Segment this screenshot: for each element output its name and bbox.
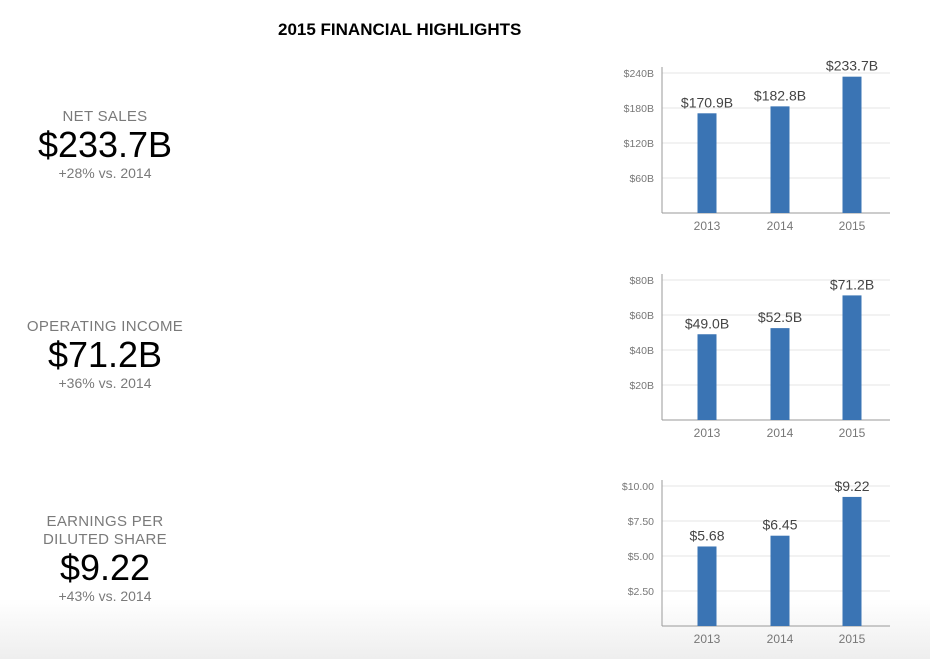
metric-net-sales: NET SALES $233.7B +28% vs. 2014 — [0, 108, 210, 182]
data-label: $49.0B — [685, 315, 729, 331]
metric-value: $233.7B — [37, 124, 173, 165]
data-label: $233.7B — [826, 58, 878, 74]
y-tick-label: $20B — [629, 380, 654, 392]
y-tick-label: $60B — [629, 173, 654, 185]
bar-2015 — [842, 76, 862, 213]
y-tick-label: $40B — [629, 345, 654, 357]
bar-2015 — [842, 295, 862, 420]
y-tick-label: $10.00 — [622, 481, 654, 493]
data-label: $52.5B — [758, 309, 802, 325]
y-tick-label: $7.50 — [628, 516, 654, 528]
data-label: $170.9B — [681, 94, 733, 110]
x-tick-label: 2015 — [839, 632, 866, 646]
x-tick-label: 2013 — [694, 426, 721, 440]
data-label: $9.22 — [834, 478, 869, 494]
x-tick-label: 2014 — [767, 632, 794, 646]
y-tick-label: $240B — [624, 68, 654, 80]
bar-2015 — [842, 496, 862, 626]
y-tick-label: $180B — [624, 103, 654, 115]
bar-2013 — [697, 113, 717, 213]
data-label: $6.45 — [762, 517, 797, 533]
metric-change: +43% vs. 2014 — [58, 588, 152, 604]
x-tick-label: 2015 — [839, 219, 866, 233]
operating-income-bar-chart: $20B $40B $60B $80B $49.0B 2013 $52.5B 2014 $71.… — [629, 274, 890, 440]
data-label: $71.2B — [830, 276, 874, 292]
y-tick-label: $120B — [624, 138, 654, 150]
bar-2014 — [770, 535, 790, 626]
metric-value: $71.2B — [47, 334, 163, 375]
y-tick-label: $60B — [629, 310, 654, 322]
metric-change: +28% vs. 2014 — [58, 165, 152, 181]
y-tick-label: $2.50 — [628, 586, 654, 598]
data-label: $5.68 — [689, 527, 724, 543]
x-tick-label: 2013 — [694, 219, 721, 233]
data-label: $182.8B — [754, 87, 806, 103]
net-sales-bar-chart: $60B $120B $180B $240B $170.9B 2013 $182.8B 201… — [624, 58, 890, 233]
bar-2013 — [697, 546, 717, 626]
x-tick-label: 2015 — [839, 426, 866, 440]
bar-2014 — [770, 106, 790, 213]
x-tick-label: 2013 — [694, 632, 721, 646]
metric-eps: EARNINGS PER DILUTED SHARE $9.22 +43% vs… — [0, 513, 210, 605]
metric-label: OPERATING INCOME — [26, 318, 184, 335]
page-title: 2015 FINANCIAL HIGHLIGHTS — [278, 20, 522, 39]
metric-label-line-2: DILUTED SHARE — [43, 531, 167, 548]
eps-bar-chart: $2.50 $5.00 $7.50 $10.00 $5.68 2013 $6.45 2014 $… — [622, 478, 890, 646]
bar-2013 — [697, 334, 717, 420]
metric-label: NET SALES — [62, 108, 148, 125]
metric-value: $9.22 — [59, 547, 151, 588]
metric-change: +36% vs. 2014 — [58, 375, 152, 391]
metric-label-line-1: EARNINGS PER — [46, 513, 164, 530]
x-tick-label: 2014 — [767, 426, 794, 440]
metric-operating-income: OPERATING INCOME $71.2B +36% vs. 2014 — [0, 318, 210, 392]
bar-2014 — [770, 328, 790, 420]
x-tick-label: 2014 — [767, 219, 794, 233]
y-tick-label: $80B — [629, 275, 654, 287]
y-tick-label: $5.00 — [628, 551, 654, 563]
